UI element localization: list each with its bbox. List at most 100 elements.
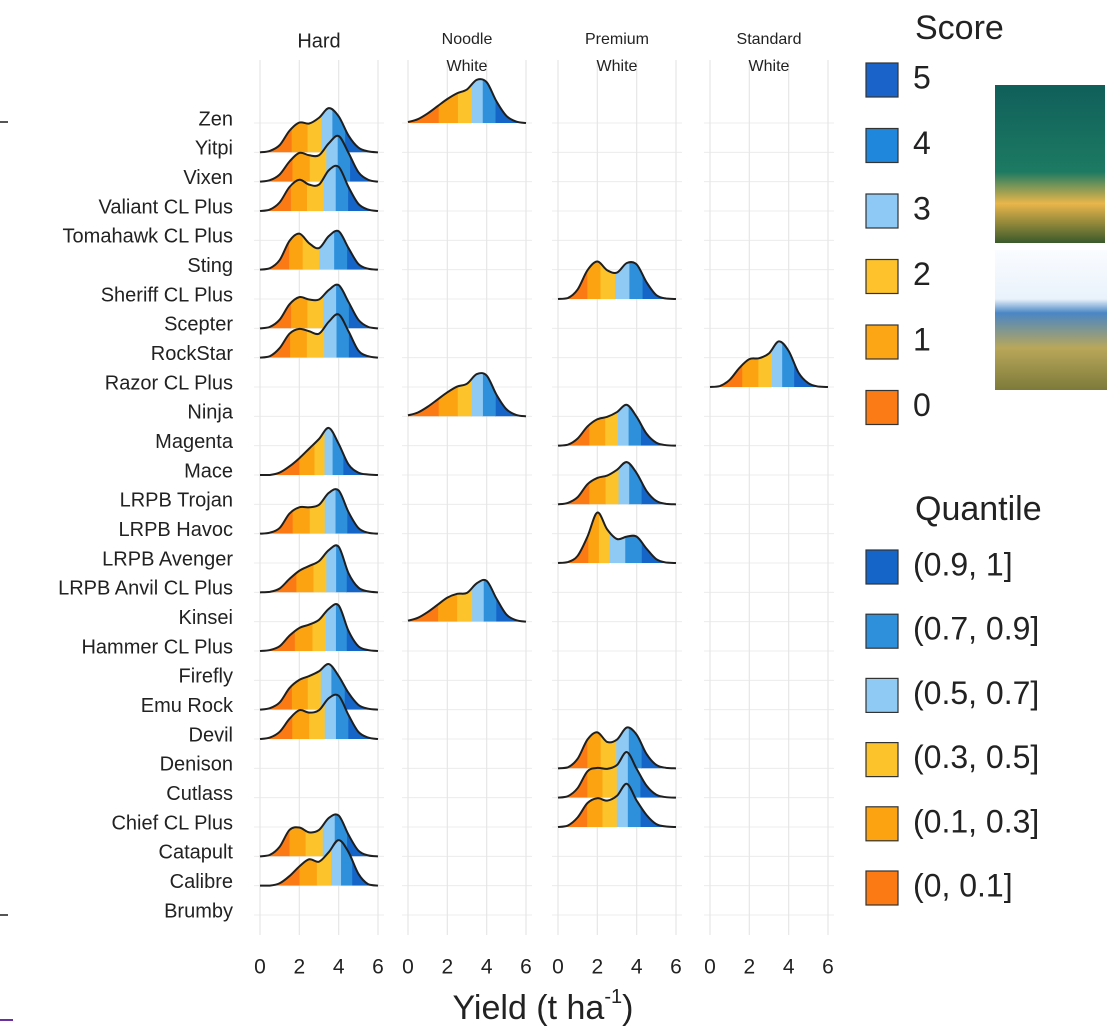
quantile-band: [324, 415, 333, 475]
y-tick-label: Zen: [199, 108, 233, 130]
quantile-band: [496, 562, 527, 622]
y-tick-label: Scepter: [164, 314, 233, 336]
x-tick-label: 4: [783, 956, 795, 979]
slide: ZenYitpiVixenValiant CL PlusTomahawk CL …: [0, 0, 1107, 1031]
quantile-band: [260, 474, 293, 534]
y-tick-label: LRPB Trojan: [120, 490, 233, 512]
legend-label: (0.7, 0.9]: [913, 611, 1039, 647]
quantile-band: [260, 92, 292, 152]
y-tick-label: Vixen: [183, 167, 233, 189]
facet-title: White: [749, 58, 790, 75]
legend-label: 1: [913, 321, 931, 357]
quantile-band: [625, 503, 642, 563]
y-tick-label: Denison: [160, 754, 233, 776]
quantile-band: [260, 415, 299, 475]
y-tick-label: Kinsei: [179, 607, 233, 629]
y-tick-label: Sting: [187, 255, 233, 277]
facet-title: Noodle: [442, 31, 493, 48]
legend-title: Quantile: [915, 490, 1042, 528]
y-tick-label: LRPB Havoc: [119, 519, 234, 541]
quantile-band: [307, 92, 322, 152]
quantile-band: [495, 63, 527, 123]
quantile-band: [260, 532, 296, 592]
x-tick-label: 2: [743, 956, 755, 979]
x-tick-label: 0: [552, 956, 564, 979]
facet-title: Standard: [737, 31, 802, 48]
quantile-band: [482, 356, 495, 416]
quantile-band: [347, 796, 379, 856]
y-tick-label: LRPB Anvil CL Plus: [58, 578, 233, 600]
x-tick-label: 2: [441, 956, 453, 979]
legend-label: (0, 0.1]: [913, 867, 1013, 903]
quantile-band: [307, 650, 321, 710]
facet-title: White: [597, 58, 638, 75]
quantile-band: [347, 474, 379, 534]
quantile-band: [346, 532, 378, 592]
x-tick-label: 6: [670, 956, 682, 979]
y-tick-label: Magenta: [155, 431, 234, 453]
quantile-band: [710, 327, 742, 387]
y-tick-label: LRPB Avenger: [102, 548, 233, 570]
facet-title: Hard: [297, 30, 340, 52]
quantile-band: [641, 503, 676, 563]
quantile-band: [618, 444, 629, 504]
legend-swatch: [866, 743, 898, 777]
quantile-band: [558, 386, 589, 446]
quantile-band: [292, 474, 310, 534]
quantile-band: [332, 415, 343, 475]
x-tick-label: 0: [402, 956, 414, 979]
quantile-band: [260, 268, 291, 328]
quantile-band: [629, 444, 642, 504]
legend-label: (0.9, 1]: [913, 546, 1013, 582]
y-tick-label: Calibre: [170, 871, 233, 893]
legend-label: (0.1, 0.3]: [913, 803, 1039, 839]
quantile-band: [289, 796, 306, 856]
quantile-band: [346, 591, 378, 651]
y-tick-label: Hammer CL Plus: [81, 636, 233, 658]
quantile-band: [558, 708, 587, 768]
x-tick-label: 4: [333, 956, 345, 979]
quantile-band: [260, 650, 292, 710]
legend-swatch: [866, 194, 898, 228]
x-tick-label: 4: [481, 956, 493, 979]
quantile-band: [641, 444, 677, 504]
x-tick-label: 6: [520, 956, 532, 979]
y-tick-label: Yitpi: [195, 138, 233, 160]
quantile-band: [296, 532, 314, 592]
quantile-band: [348, 268, 378, 328]
quantile-band: [344, 650, 378, 710]
quantile-band: [605, 444, 619, 504]
y-tick-label: Cutlass: [166, 783, 233, 805]
legend-swatch: [866, 391, 898, 425]
y-tick-label: Sheriff CL Plus: [101, 284, 233, 306]
quantile-band: [408, 562, 438, 622]
x-tick-label: 4: [631, 956, 643, 979]
legend-swatch: [866, 871, 898, 905]
quantile-band: [294, 591, 312, 651]
legend-label: 2: [913, 256, 931, 292]
legend-label: (0.3, 0.5]: [913, 739, 1039, 775]
y-tick-label: Chief CL Plus: [111, 812, 233, 834]
quantile-band: [641, 708, 677, 768]
quantile-band: [794, 327, 829, 387]
y-tick-label: Mace: [184, 460, 233, 482]
quantile-band: [314, 415, 325, 475]
x-tick-label: 6: [822, 956, 834, 979]
legend-swatch: [866, 678, 898, 712]
legend-label: 0: [913, 387, 931, 423]
quantile-band: [598, 503, 609, 563]
quantile-band: [609, 503, 625, 563]
quantile-band: [325, 591, 336, 651]
facet-title: White: [447, 58, 488, 75]
quantile-band: [471, 356, 483, 416]
legend-swatch: [866, 260, 898, 294]
x-axis-title: Yield (t ha-1): [453, 986, 634, 1027]
y-tick-label: Tomahawk CL Plus: [63, 226, 233, 248]
x-axis-title-text: Yield (t ha: [453, 989, 605, 1027]
legend-swatch: [866, 614, 898, 648]
legend-label: 4: [913, 125, 931, 161]
y-tick-label: Brumby: [164, 900, 233, 922]
y-tick-label: Catapult: [159, 842, 234, 864]
quantile-band: [260, 796, 290, 856]
y-tick-label: RockStar: [151, 343, 234, 365]
